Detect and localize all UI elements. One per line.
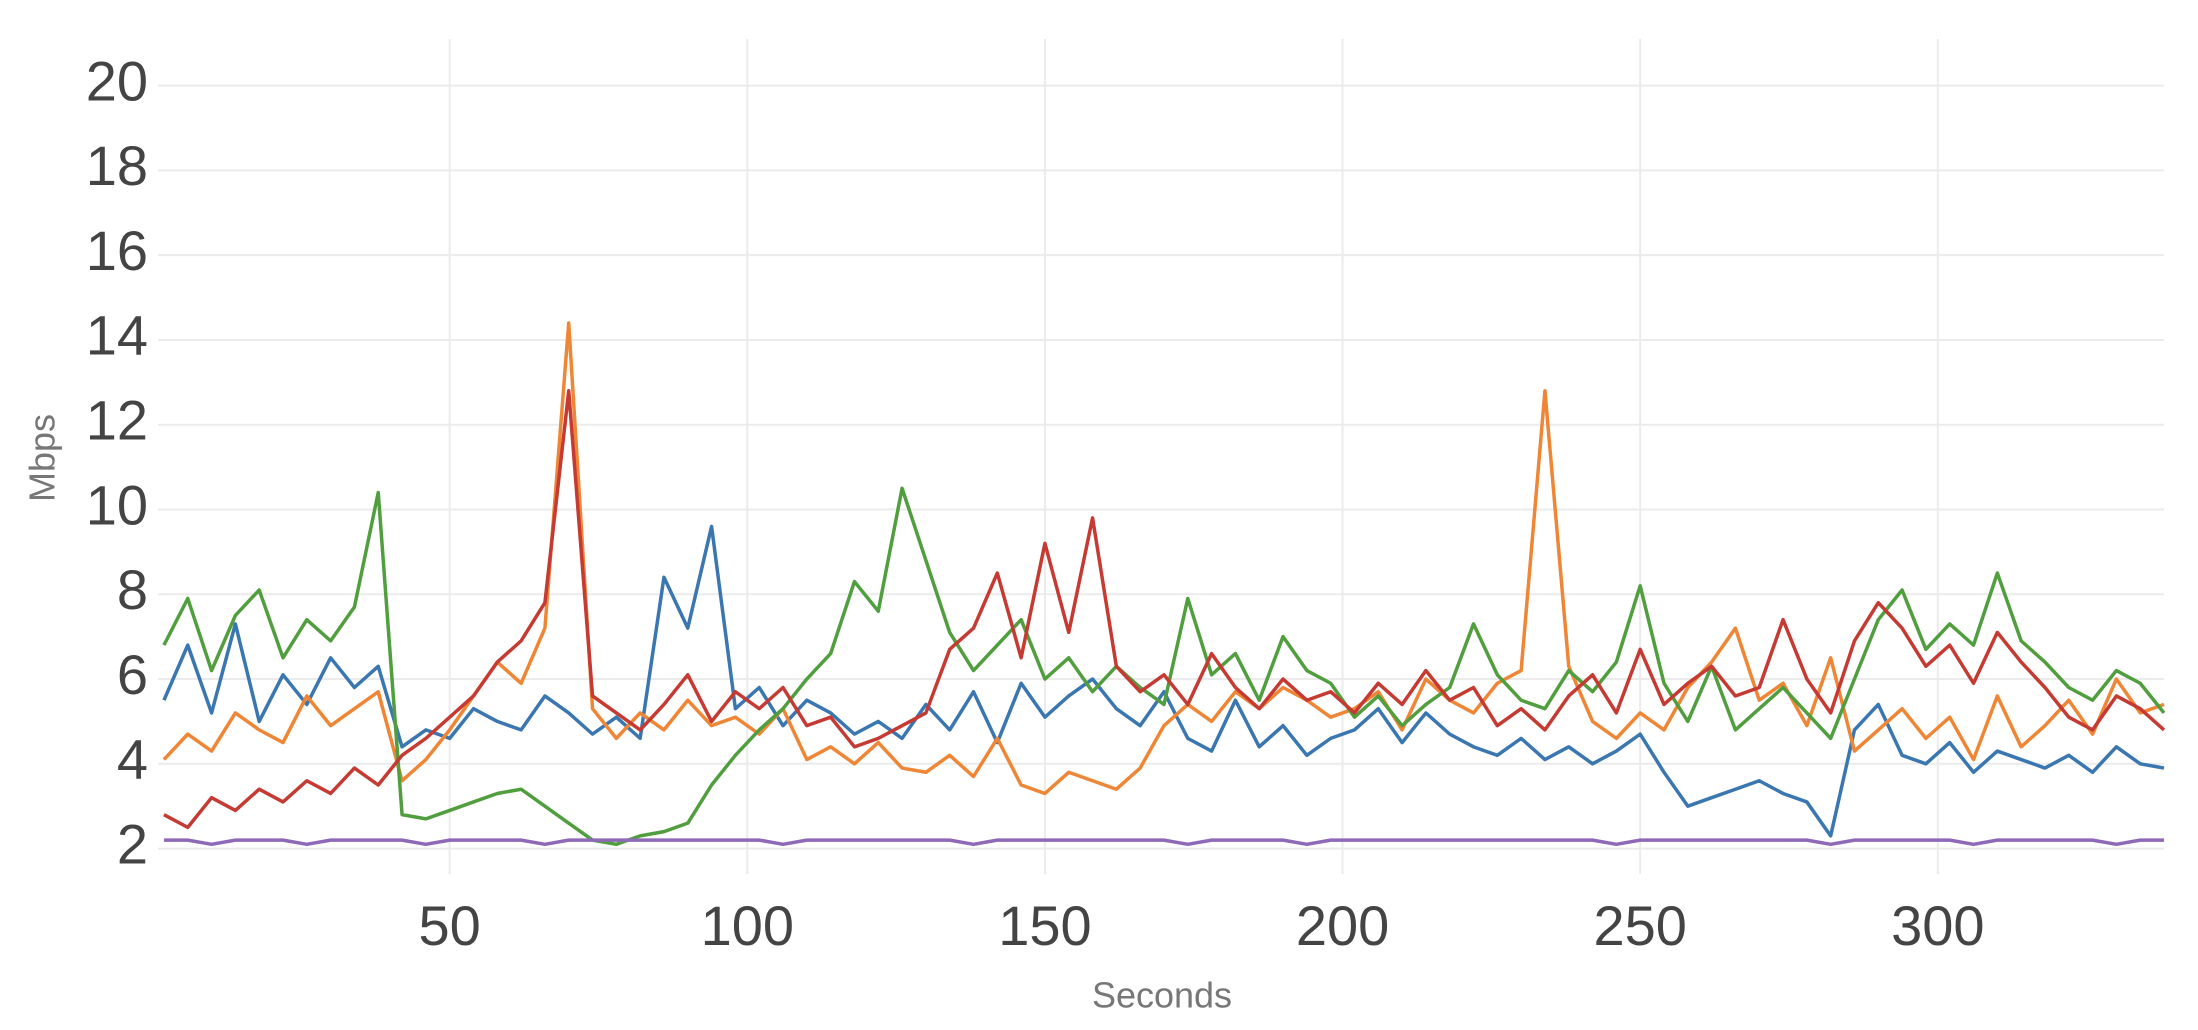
data-line (162, 524, 2165, 838)
y-tick-label: 8 (117, 558, 148, 621)
data-line (163, 389, 2166, 830)
y-tick-label: 6 (117, 643, 148, 706)
data-line (163, 838, 2164, 847)
x-tick-label: 100 (701, 894, 794, 957)
y-tick-label: 10 (86, 473, 148, 536)
y-tick-label: 16 (86, 219, 148, 282)
y-tick-label: 4 (117, 728, 148, 791)
y-axis-title: Mbps (22, 414, 63, 502)
x-tick-label: 150 (998, 894, 1091, 957)
x-tick-label: 50 (419, 894, 481, 957)
y-tick-label: 18 (86, 134, 148, 197)
y-tick-label: 2 (117, 812, 148, 875)
x-tick-label: 250 (1593, 894, 1686, 957)
y-tick-label: 14 (86, 304, 148, 367)
y-tick-label: 20 (86, 49, 148, 112)
x-tick-label: 200 (1296, 894, 1389, 957)
data-line (162, 486, 2166, 847)
x-axis-title: Seconds (1092, 975, 1232, 1016)
y-tick-label: 12 (86, 389, 148, 452)
x-tick-label: 300 (1891, 894, 1984, 957)
